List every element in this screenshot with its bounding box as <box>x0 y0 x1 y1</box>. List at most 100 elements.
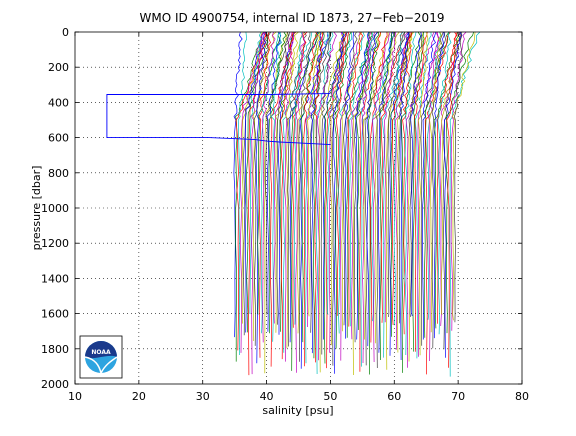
y-tick-label: 1800 <box>41 343 69 356</box>
profile-line <box>344 31 355 339</box>
profile-line <box>323 31 346 364</box>
profile-line <box>428 31 439 362</box>
profile-line <box>381 31 411 358</box>
profile-line <box>437 31 452 335</box>
profile-line <box>407 31 426 362</box>
profile-line <box>258 31 271 358</box>
profile-line <box>244 31 265 333</box>
profile-line <box>445 31 474 334</box>
y-tick-label: 800 <box>48 167 69 180</box>
profile-line <box>410 31 422 317</box>
profile-line <box>368 31 380 375</box>
profile-line <box>282 31 313 353</box>
profile-line <box>370 31 388 343</box>
profile-line <box>268 31 287 334</box>
profile-line <box>424 31 451 375</box>
profile-line <box>340 31 361 361</box>
chart-title: WMO ID 4900754, internal ID 1873, 27−Feb… <box>140 11 445 25</box>
profile-line <box>392 31 411 326</box>
profile-line <box>313 32 324 363</box>
profile-line <box>371 31 391 363</box>
profile-line <box>379 31 392 361</box>
profile-line <box>237 31 248 355</box>
x-tick-label: 20 <box>132 390 146 403</box>
axes <box>74 31 523 385</box>
profile-lines <box>106 31 481 377</box>
profile-line <box>298 31 312 362</box>
profile-line <box>431 31 444 349</box>
profile-line <box>253 31 272 346</box>
profile-line <box>399 31 409 361</box>
profile-line <box>360 31 374 367</box>
profile-line <box>257 31 281 315</box>
profile-line <box>412 31 424 352</box>
profile-line <box>380 31 403 323</box>
profile-line <box>316 31 337 361</box>
profile-line <box>270 32 282 342</box>
x-tick-label: 30 <box>196 390 210 403</box>
profile-line <box>433 31 460 329</box>
profile-line <box>417 31 440 357</box>
profile-line <box>374 31 400 344</box>
x-tick-label: 10 <box>68 390 82 403</box>
profile-line <box>377 31 394 353</box>
outlier-profile-line <box>106 93 331 146</box>
profile-line <box>251 31 266 375</box>
profile-line <box>284 31 295 362</box>
profile-line <box>335 31 347 316</box>
profile-line <box>290 31 318 371</box>
profile-line <box>304 31 329 364</box>
y-tick-label: 1000 <box>41 202 69 215</box>
noaa-logo: NOAA <box>79 335 123 379</box>
profile-line <box>444 31 463 358</box>
profile-line <box>449 31 481 377</box>
profile-line <box>303 31 318 367</box>
profile-line <box>235 31 263 362</box>
profile-line <box>446 31 458 368</box>
profile-line <box>423 31 450 338</box>
profile-line <box>262 31 276 343</box>
profile-line <box>426 31 441 320</box>
profile-line <box>418 31 429 356</box>
profile-line <box>405 31 435 368</box>
profile-line <box>347 31 363 327</box>
y-tick-label: 2000 <box>41 378 69 391</box>
profile-line <box>389 31 410 356</box>
profile-line <box>331 31 348 366</box>
y-axis-label: pressure [dbar] <box>30 166 43 251</box>
profile-line <box>279 31 295 332</box>
profile-line <box>322 31 349 340</box>
logo-upper-half <box>85 341 117 359</box>
profile-line <box>451 31 476 321</box>
x-tick-label: 60 <box>387 390 401 403</box>
profile-line <box>371 31 395 322</box>
y-tick-label: 400 <box>48 96 69 109</box>
profile-line <box>414 31 428 352</box>
profile-line <box>280 31 293 360</box>
profile-line <box>319 31 345 373</box>
profile-line <box>436 31 458 324</box>
profile-line <box>429 31 442 333</box>
profile-line <box>353 31 379 343</box>
profile-line <box>309 31 332 333</box>
profile-line <box>393 31 404 326</box>
y-tick-label: 200 <box>48 61 69 74</box>
x-axis-label: salinity [psu] <box>262 404 333 417</box>
y-tick-label: 1200 <box>41 237 69 250</box>
profile-line <box>320 31 331 355</box>
profile-line <box>333 31 345 374</box>
logo-gull <box>84 356 118 376</box>
profile-line <box>276 31 290 325</box>
profile-line <box>255 31 267 364</box>
profile-line <box>356 31 372 331</box>
profile-line <box>239 31 265 353</box>
profile-line <box>292 31 308 328</box>
profile-line <box>265 31 289 315</box>
profile-line <box>354 31 370 340</box>
profile-line <box>295 31 306 373</box>
profile-line <box>349 31 370 327</box>
x-tick-label: 40 <box>260 390 274 403</box>
profile-line <box>414 31 432 359</box>
profile-line <box>249 31 262 315</box>
